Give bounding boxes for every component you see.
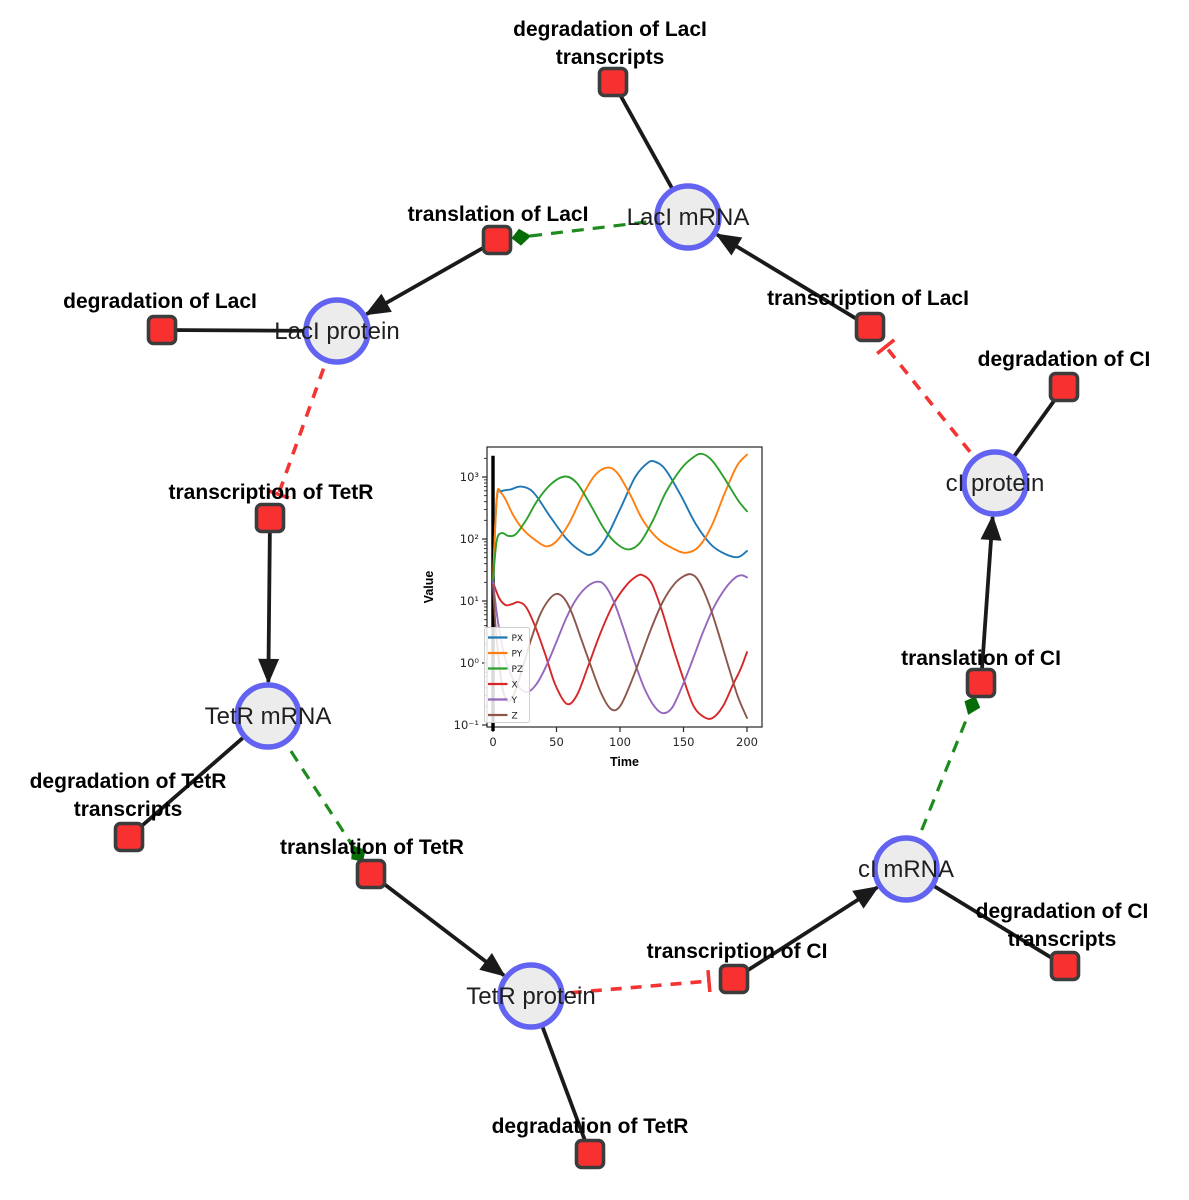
reaction-node-deg-tetr-transcripts[interactable] [113, 821, 145, 853]
legend-label-PX: PX [512, 634, 524, 644]
x-tick-label: 0 [489, 735, 496, 749]
reaction-label-deg-laci-transcripts-0: degradation of LacI [513, 18, 707, 41]
x-tick-label: 200 [736, 735, 758, 749]
x-tick-label: 100 [609, 735, 631, 749]
legend-label-Y: Y [511, 696, 518, 706]
species-label-ci-protein: cI protein [946, 470, 1045, 497]
edge-translation-laci-to-laci-protein [364, 238, 498, 316]
species-node-ci-mrna[interactable] [872, 835, 940, 903]
reaction-label-transcription-ci-0: transcription of CI [647, 940, 828, 963]
reaction-label-translation-tetr-0: translation of TetR [280, 836, 464, 859]
species-node-laci-mrna[interactable] [654, 183, 722, 251]
reaction-node-deg-laci[interactable] [146, 314, 178, 346]
y-tick-label: 10⁻¹ [454, 718, 479, 732]
reaction-label-translation-laci-0: translation of LacI [408, 203, 589, 226]
x-axis-label: Time [610, 755, 639, 769]
species-label-laci-mrna: LacI mRNA [627, 204, 750, 231]
legend-label-PY: PY [512, 650, 523, 660]
reaction-label-deg-ci-transcripts-1: transcripts [1008, 928, 1117, 951]
series-X [492, 573, 748, 720]
edge-translation-ci-to-ci-protein [979, 514, 1002, 684]
network-labels: LacI mRNA LacI protein TetR mRNA TetR prote… [30, 18, 1151, 1138]
species-node-laci-protein[interactable] [303, 297, 371, 365]
network-nodes [113, 66, 1081, 1170]
reaction-label-deg-ci-0: degradation of CI [978, 348, 1151, 371]
species-label-tetr-mrna: TetR mRNA [205, 703, 332, 730]
species-label-tetr-protein: TetR protein [466, 983, 595, 1010]
species-node-tetr-mrna[interactable] [234, 682, 302, 750]
reaction-label-translation-ci-0: translation of CI [901, 647, 1061, 670]
y-tick-label: 10¹ [460, 594, 479, 608]
reaction-node-transcription-ci[interactable] [718, 963, 750, 995]
edge-transcription-ci-to-ci-mrna [732, 885, 880, 981]
reaction-label-deg-tetr-transcripts-1: transcripts [74, 798, 183, 821]
reaction-node-translation-tetr[interactable] [355, 858, 387, 890]
y-tick-label: 10² [460, 532, 479, 546]
reaction-node-transcription-tetr[interactable] [254, 502, 286, 534]
species-label-laci-protein: LacI protein [274, 318, 399, 345]
series-PX [492, 459, 748, 584]
reaction-node-deg-tetr[interactable] [574, 1138, 606, 1170]
reaction-node-translation-laci[interactable] [481, 224, 513, 256]
reaction-label-deg-laci-0: degradation of LacI [63, 290, 257, 313]
reaction-label-transcription-tetr-0: transcription of TetR [169, 481, 374, 504]
y-tick-label: 10³ [460, 470, 480, 484]
reaction-node-deg-laci-transcripts[interactable] [597, 66, 629, 98]
species-node-tetr-protein[interactable] [497, 962, 565, 1030]
legend-label-PZ: PZ [512, 665, 524, 675]
x-tick-label: 50 [549, 735, 564, 749]
reaction-label-deg-laci-transcripts-1: transcripts [556, 46, 665, 69]
reaction-label-deg-ci-transcripts-0: degradation of CI [976, 900, 1149, 923]
reaction-node-deg-ci-transcripts[interactable] [1049, 950, 1081, 982]
reaction-label-deg-tetr-0: degradation of TetR [492, 1115, 689, 1138]
species-label-ci-mrna: cI mRNA [858, 856, 954, 883]
y-tick-label: 10⁰ [460, 656, 480, 670]
reaction-node-translation-ci[interactable] [965, 667, 997, 699]
legend-label-Z: Z [512, 712, 518, 722]
embedded-timeseries-chart: 0 50 100 150 200 10⁻¹ 10⁰ 10¹ 10² 10³ Time Value PX P… [422, 446, 763, 769]
y-axis-label: Value [422, 571, 436, 604]
reaction-label-deg-tetr-transcripts-0: degradation of TetR [30, 770, 227, 793]
reaction-label-transcription-laci-0: transcription of LacI [767, 287, 969, 310]
edge-transcription-tetr-to-tetr-mrna [258, 517, 280, 685]
species-node-ci-protein[interactable] [961, 449, 1029, 517]
series-PZ [492, 452, 748, 581]
legend-label-X: X [512, 681, 518, 691]
edge-translation-tetr-to-tetr-protein [369, 872, 506, 977]
x-tick-label: 150 [673, 735, 695, 749]
edge-transcription-laci-to-laci-mrna [715, 232, 871, 329]
series-PY [492, 453, 748, 581]
reaction-node-deg-ci[interactable] [1048, 371, 1080, 403]
reaction-node-transcription-laci[interactable] [854, 311, 886, 343]
